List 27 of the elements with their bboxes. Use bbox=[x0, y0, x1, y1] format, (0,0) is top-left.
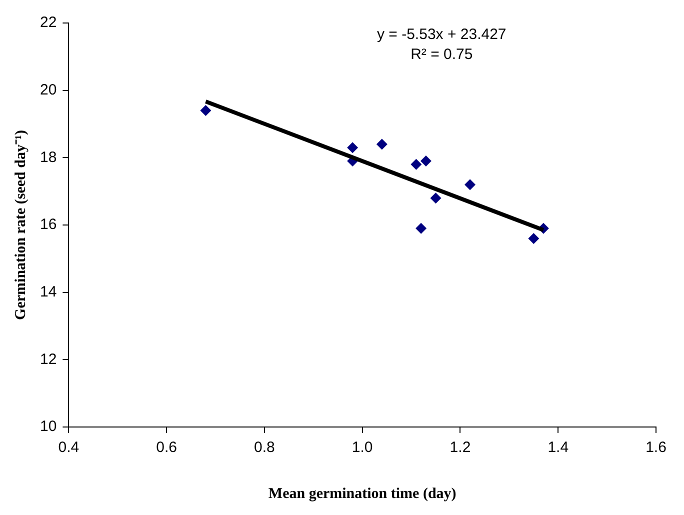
point bbox=[200, 105, 212, 116]
point bbox=[410, 158, 422, 170]
y-axis-title: Germination rate (seed day⁻¹) bbox=[12, 130, 29, 320]
x-tick-label: 1.2 bbox=[450, 439, 471, 456]
x-tick-label: 1.4 bbox=[548, 439, 569, 456]
y-tick-label: 16 bbox=[40, 216, 57, 234]
x-tick-label: 1.6 bbox=[646, 439, 666, 456]
point bbox=[430, 192, 442, 204]
x-tick-label: 0.6 bbox=[156, 439, 177, 456]
point bbox=[416, 222, 427, 234]
x-tick-label: 0.8 bbox=[254, 439, 275, 456]
y-tick-label: 12 bbox=[40, 350, 57, 368]
x-tick-label: 1.0 bbox=[352, 439, 373, 456]
point bbox=[464, 179, 476, 190]
y-tick-label: 18 bbox=[40, 148, 57, 166]
point bbox=[420, 156, 432, 167]
x-axis-title: Mean germination time (day) bbox=[268, 486, 456, 502]
y-tick-label: 22 bbox=[40, 14, 57, 32]
y-tick-label: 10 bbox=[40, 418, 57, 436]
point bbox=[376, 138, 388, 150]
annotation: R² = 0.75 bbox=[410, 46, 473, 64]
y-tick-label: 20 bbox=[40, 81, 57, 98]
x-tick-label: 0.4 bbox=[58, 439, 80, 456]
point bbox=[347, 142, 358, 154]
point bbox=[528, 232, 540, 244]
annotation: y = -5.53x + 23.427 bbox=[376, 26, 506, 44]
y-tick-label: 14 bbox=[40, 283, 57, 300]
